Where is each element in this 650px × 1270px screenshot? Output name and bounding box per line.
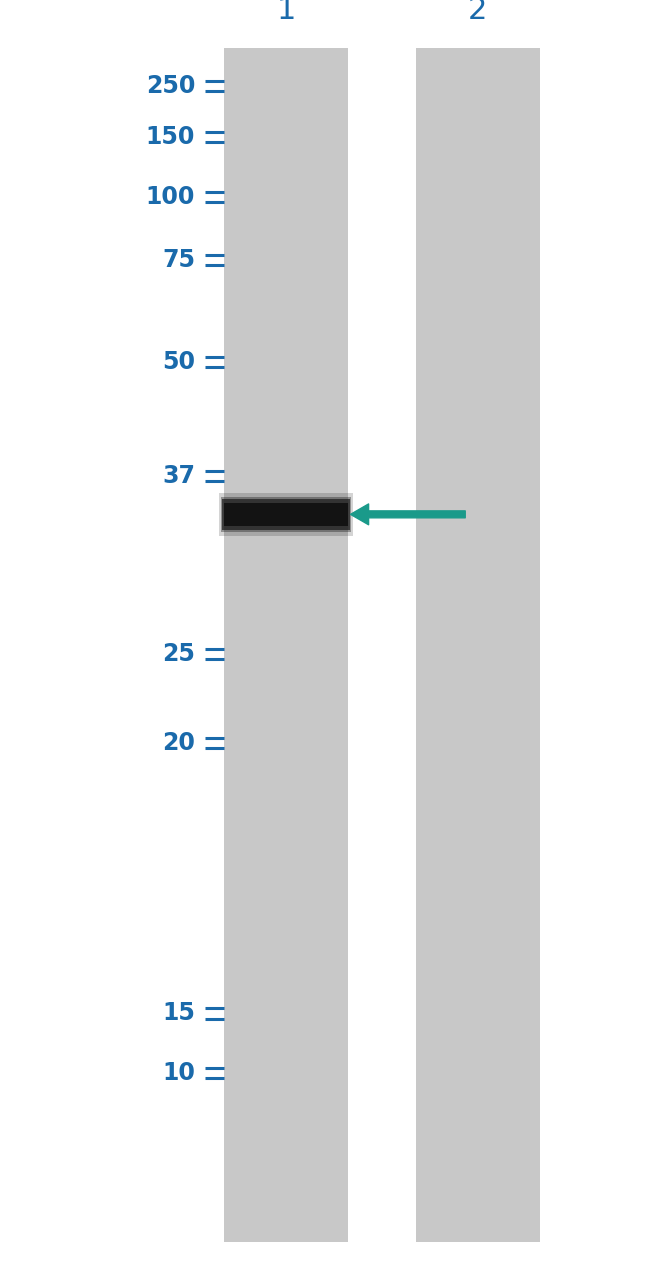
Bar bbox=[224, 503, 348, 526]
Bar bbox=[219, 493, 353, 536]
Text: 25: 25 bbox=[162, 643, 195, 665]
Text: 15: 15 bbox=[162, 1002, 195, 1025]
Bar bbox=[416, 48, 540, 1242]
Text: 150: 150 bbox=[146, 126, 195, 149]
Text: 50: 50 bbox=[162, 351, 195, 373]
Bar bbox=[221, 497, 351, 532]
Text: 37: 37 bbox=[162, 465, 195, 488]
Text: 100: 100 bbox=[146, 185, 195, 208]
Bar bbox=[224, 48, 348, 1242]
Text: 10: 10 bbox=[162, 1062, 195, 1085]
Text: 2: 2 bbox=[468, 0, 488, 25]
Text: 20: 20 bbox=[162, 732, 195, 754]
Text: 1: 1 bbox=[276, 0, 296, 25]
Bar bbox=[222, 499, 350, 530]
Text: 75: 75 bbox=[162, 249, 195, 272]
FancyArrowPatch shape bbox=[350, 504, 465, 525]
Text: 250: 250 bbox=[146, 75, 195, 98]
